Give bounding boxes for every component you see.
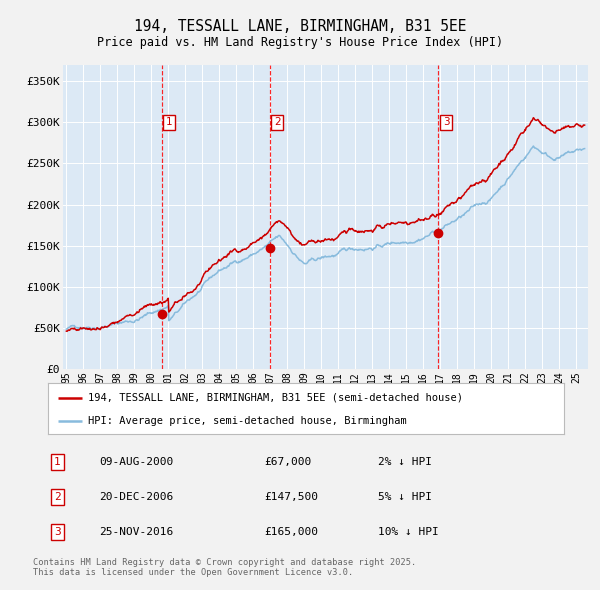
Text: HPI: Average price, semi-detached house, Birmingham: HPI: Average price, semi-detached house,… [88, 416, 407, 426]
Text: 25-NOV-2016: 25-NOV-2016 [100, 527, 174, 537]
Text: 5% ↓ HPI: 5% ↓ HPI [378, 492, 432, 502]
Text: 1: 1 [54, 457, 61, 467]
Text: 1: 1 [166, 117, 172, 127]
Text: 09-AUG-2000: 09-AUG-2000 [100, 457, 174, 467]
Text: 3: 3 [443, 117, 449, 127]
Text: £67,000: £67,000 [265, 457, 312, 467]
Text: £147,500: £147,500 [265, 492, 319, 502]
Text: 194, TESSALL LANE, BIRMINGHAM, B31 5EE: 194, TESSALL LANE, BIRMINGHAM, B31 5EE [134, 19, 466, 34]
Text: 2: 2 [274, 117, 281, 127]
Text: 194, TESSALL LANE, BIRMINGHAM, B31 5EE (semi-detached house): 194, TESSALL LANE, BIRMINGHAM, B31 5EE (… [88, 392, 463, 402]
Text: £165,000: £165,000 [265, 527, 319, 537]
Text: 2: 2 [54, 492, 61, 502]
Text: 20-DEC-2006: 20-DEC-2006 [100, 492, 174, 502]
Text: Price paid vs. HM Land Registry's House Price Index (HPI): Price paid vs. HM Land Registry's House … [97, 36, 503, 49]
Text: 2% ↓ HPI: 2% ↓ HPI [378, 457, 432, 467]
Text: Contains HM Land Registry data © Crown copyright and database right 2025.
This d: Contains HM Land Registry data © Crown c… [33, 558, 416, 577]
Text: 10% ↓ HPI: 10% ↓ HPI [378, 527, 439, 537]
Text: 3: 3 [54, 527, 61, 537]
